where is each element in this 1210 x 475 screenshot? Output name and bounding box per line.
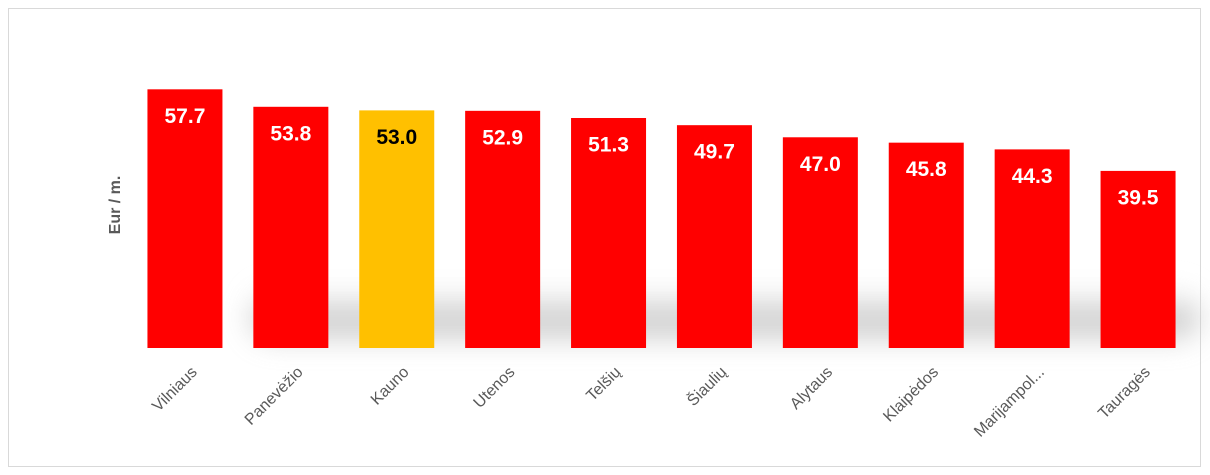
value-label: 52.9 xyxy=(482,126,523,149)
bar xyxy=(994,149,1070,348)
bar xyxy=(888,142,964,348)
value-label: 51.3 xyxy=(588,134,629,157)
bar xyxy=(253,106,329,349)
bar xyxy=(1100,170,1176,348)
bar xyxy=(147,89,223,348)
bar xyxy=(359,110,435,348)
bar xyxy=(465,110,541,348)
y-axis-label: Eur / m. xyxy=(107,176,124,235)
value-label: 53.8 xyxy=(270,122,311,145)
value-label: 44.3 xyxy=(1012,165,1053,188)
value-label: 49.7 xyxy=(694,141,735,164)
value-label: 47.0 xyxy=(800,153,841,176)
value-label: 39.5 xyxy=(1118,186,1159,209)
bar xyxy=(676,125,752,348)
value-label: 45.8 xyxy=(906,158,947,181)
bar xyxy=(571,118,647,348)
bar xyxy=(782,137,858,348)
value-label: 57.7 xyxy=(165,105,206,128)
value-label: 53.0 xyxy=(376,126,417,149)
